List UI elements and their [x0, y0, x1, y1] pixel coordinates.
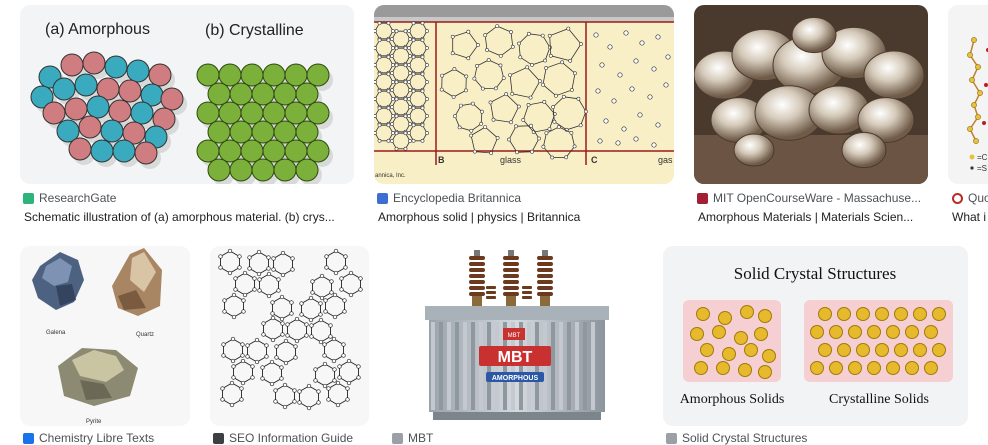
- result-image-amorphous-mineral[interactable]: [694, 5, 928, 184]
- gas-particles: [593, 30, 671, 148]
- britannica-favicon-icon: [377, 192, 388, 204]
- source-name: MIT OpenCourseWare - Massachuse...: [713, 191, 922, 205]
- source-name: Encyclopedia Britannica: [393, 191, 522, 205]
- result-image-network[interactable]: [210, 246, 369, 426]
- label-quartz: Quartz: [136, 332, 154, 338]
- source-name: Chemistry Libre Texts: [39, 431, 155, 445]
- result-image-solid-structures[interactable]: Solid Crystal Structures Amorphous Solid…: [663, 246, 968, 426]
- caption-amorphous: Amorphous Solids: [680, 392, 785, 407]
- brand-mbt: MBT: [498, 349, 533, 366]
- credit-text: annica, Inc.: [375, 173, 406, 179]
- result-source[interactable]: Quo: [952, 191, 988, 205]
- mbt-favicon-icon: [392, 432, 403, 444]
- researchgate-favicon-icon: [23, 192, 34, 204]
- amorphous-crystalline-diagram: (a) Amorphous (b) Crystalline: [30, 21, 333, 184]
- result-title[interactable]: Schematic illustration of (a) amorphous …: [24, 210, 335, 224]
- amorphous-atoms: [30, 51, 187, 169]
- result-source[interactable]: Solid Crystal Structures: [666, 431, 966, 445]
- silica-network-diagram: [218, 248, 363, 411]
- result-source[interactable]: ResearchGate: [23, 191, 353, 205]
- result-image-glass-structure[interactable]: B glass C gas annica, Inc.: [374, 5, 674, 184]
- diagram-heading: Solid Crystal Structures: [734, 264, 896, 283]
- amorphous-mineral-photo: [694, 5, 928, 184]
- glass-structure-diagram: B glass C gas annica, Inc.: [374, 5, 674, 184]
- legend-s: =S: [977, 164, 987, 173]
- mit-favicon-icon: [697, 192, 708, 204]
- result-source[interactable]: Encyclopedia Britannica: [377, 191, 673, 205]
- label-b: B: [438, 155, 445, 165]
- seo-favicon-icon: [213, 432, 224, 444]
- source-name: MBT: [408, 431, 434, 445]
- minerals-photo: Galena Quartz Pyrite: [32, 248, 162, 425]
- molecular-chain-diagram: =C =S: [967, 37, 988, 173]
- label-crystalline: (b) Crystalline: [205, 22, 304, 39]
- crystal-hexagon-lattice: [374, 21, 429, 151]
- result-title[interactable]: Amorphous solid | physics | Britannica: [378, 210, 581, 224]
- crystalline-atoms: [196, 63, 333, 184]
- result-image-minerals[interactable]: Galena Quartz Pyrite: [20, 246, 190, 426]
- label-gas: gas: [658, 155, 673, 165]
- result-image-amorphous-crystalline[interactable]: (a) Amorphous (b) Crystalline: [20, 5, 354, 184]
- source-name: ResearchGate: [39, 191, 117, 205]
- caption-crystalline: Crystalline Solids: [829, 392, 929, 407]
- legend-c: =C: [977, 153, 988, 162]
- solid-favicon-icon: [666, 432, 677, 444]
- libretexts-favicon-icon: [23, 432, 34, 444]
- glass-network: [439, 24, 588, 160]
- result-source[interactable]: MBT: [392, 431, 641, 445]
- result-source[interactable]: MIT OpenCourseWare - Massachuse...: [697, 191, 927, 205]
- label-pyrite: Pyrite: [86, 419, 102, 425]
- plate-mbt: MBT: [508, 333, 521, 339]
- label-glass: glass: [500, 155, 522, 165]
- result-title[interactable]: What i: [952, 210, 987, 224]
- source-name: Solid Crystal Structures: [682, 431, 808, 445]
- result-image-transformer[interactable]: MBT AMORPHOUS MBT: [389, 246, 642, 426]
- result-source[interactable]: SEO Information Guide: [213, 431, 368, 445]
- result-source[interactable]: Chemistry Libre Texts: [23, 431, 188, 445]
- label-amorphous: (a) Amorphous: [45, 21, 150, 38]
- badge-amorphous: AMORPHOUS: [492, 375, 539, 382]
- label-galena: Galena: [46, 330, 66, 336]
- result-title[interactable]: Amorphous Materials | Materials Scien...: [698, 210, 914, 224]
- solid-structures-diagram: Solid Crystal Structures Amorphous Solid…: [680, 264, 953, 407]
- label-c: C: [591, 155, 598, 165]
- source-name: Quo: [968, 191, 988, 205]
- source-name: SEO Information Guide: [229, 431, 354, 445]
- quora-favicon-icon: [952, 192, 963, 204]
- result-image-chain[interactable]: =C =S: [948, 5, 988, 184]
- transformer-photo: MBT AMORPHOUS MBT: [425, 250, 609, 420]
